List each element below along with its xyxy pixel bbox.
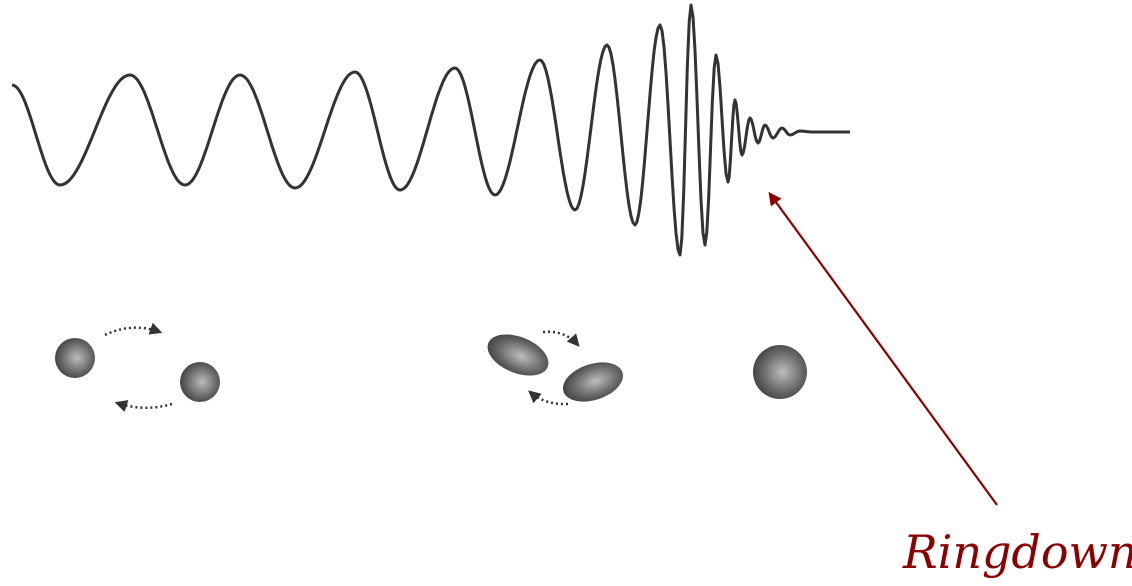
black-hole	[55, 338, 95, 378]
black-hole	[180, 362, 220, 402]
black-hole	[562, 362, 624, 402]
waveform	[11, 3, 850, 257]
black-hole	[487, 334, 549, 376]
orbit-arrow	[528, 390, 569, 406]
orbit-arrow	[114, 400, 173, 413]
annotation-arrow	[768, 191, 998, 506]
orbit-arrow	[104, 322, 163, 337]
annotation-label: Ringdown	[902, 525, 1132, 579]
orbit-arrow	[542, 330, 580, 347]
remnant	[753, 345, 807, 399]
